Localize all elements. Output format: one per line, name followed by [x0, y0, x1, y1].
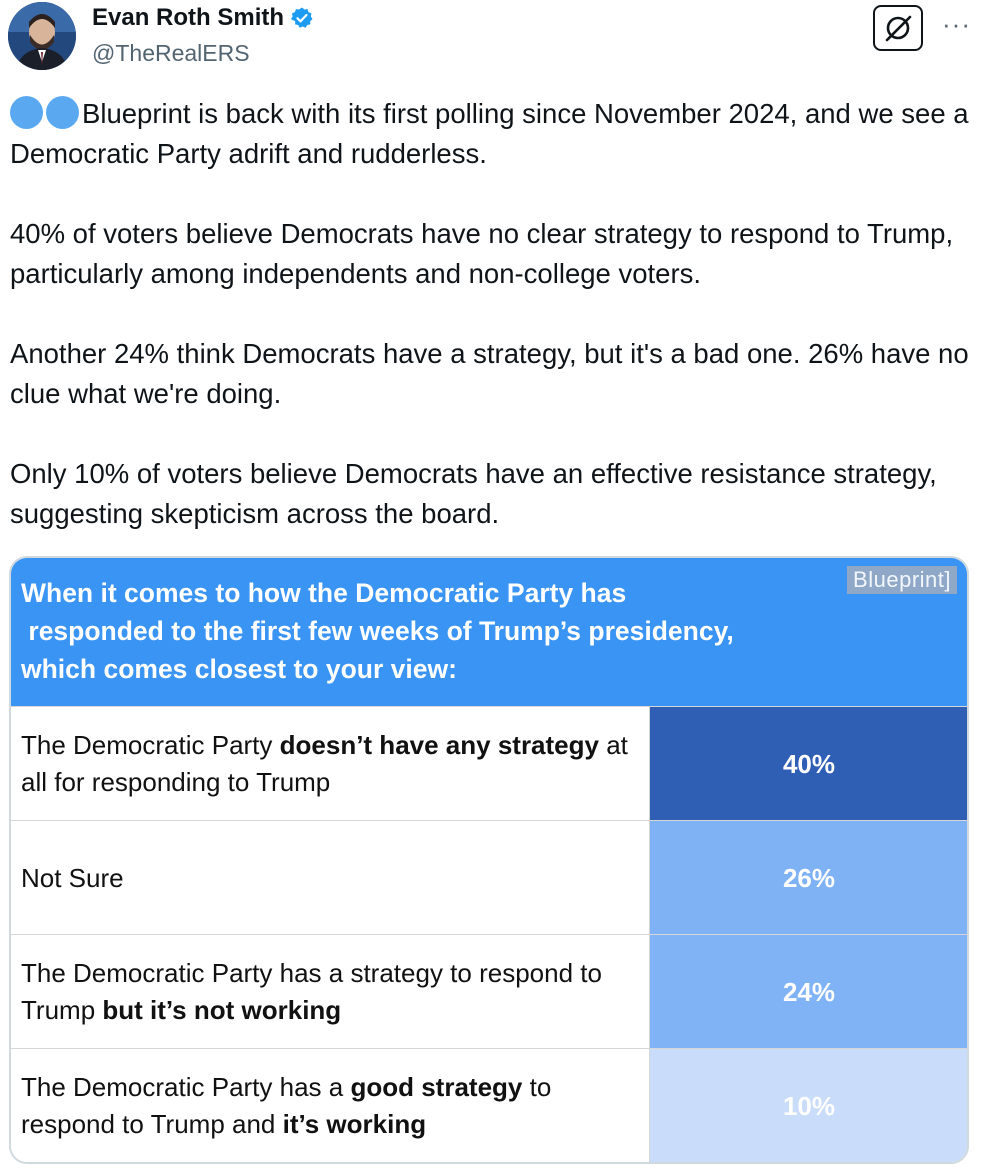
- poll-row-value: 26%: [649, 821, 967, 935]
- poll-row-label: The Democratic Party has a good strategy…: [21, 1072, 552, 1139]
- tweet-text: Blueprint is back with its first polling…: [10, 94, 980, 534]
- author-handle[interactable]: @TheRealERS: [92, 40, 250, 66]
- tweet-paragraph-4: Only 10% of voters believe Democrats hav…: [10, 458, 945, 529]
- poll-row: The Democratic Party has a good strategy…: [11, 1048, 967, 1162]
- blue-circle-emoji: [10, 96, 82, 129]
- poll-row-value: 40%: [649, 707, 967, 821]
- more-icon[interactable]: ···: [942, 9, 971, 39]
- poll-row-value: 24%: [649, 935, 967, 1049]
- poll-question: When it comes to how the Democratic Part…: [21, 578, 734, 684]
- avatar-photo: [8, 2, 76, 70]
- verified-badge-icon[interactable]: [290, 6, 314, 30]
- poll-row-label: The Democratic Party has a strategy to r…: [21, 958, 602, 1025]
- author-name-row[interactable]: Evan Roth Smith: [92, 4, 314, 32]
- tweet-paragraph-1: Blueprint is back with its first polling…: [10, 98, 977, 169]
- poll-row-value: 10%: [649, 1049, 967, 1162]
- grok-icon: [885, 15, 912, 42]
- poll-row: Not Sure 26%: [11, 820, 967, 935]
- tweet-paragraph-2: 40% of voters believe Democrats have no …: [10, 218, 961, 289]
- poll-image-card[interactable]: When it comes to how the Democratic Part…: [9, 556, 969, 1164]
- blueprint-logo: Blueprint]: [847, 566, 957, 594]
- grok-button[interactable]: [873, 5, 923, 51]
- poll-row: The Democratic Party has a strategy to r…: [11, 934, 967, 1049]
- poll-row-label: Not Sure: [21, 862, 124, 893]
- author-name[interactable]: Evan Roth Smith: [92, 4, 285, 31]
- tweet-paragraph-3: Another 24% think Democrats have a strat…: [10, 338, 977, 409]
- poll-row: The Democratic Party doesn’t have any st…: [11, 706, 967, 821]
- card-header: When it comes to how the Democratic Part…: [11, 558, 967, 706]
- poll-row-label: The Democratic Party doesn’t have any st…: [21, 730, 628, 797]
- avatar[interactable]: [8, 2, 76, 70]
